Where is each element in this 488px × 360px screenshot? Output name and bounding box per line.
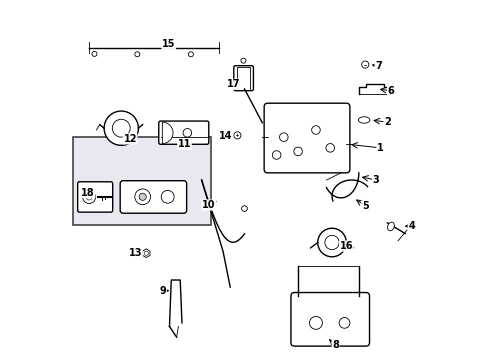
Circle shape	[144, 251, 148, 255]
FancyBboxPatch shape	[233, 66, 253, 91]
Ellipse shape	[387, 222, 393, 231]
Text: 6: 6	[387, 86, 393, 96]
Text: 16: 16	[339, 241, 352, 251]
Bar	[73, 137, 210, 225]
Circle shape	[86, 194, 92, 200]
Circle shape	[309, 316, 322, 329]
Wedge shape	[162, 122, 173, 144]
Text: 3: 3	[372, 175, 379, 185]
Text: 7: 7	[374, 61, 381, 71]
Circle shape	[317, 228, 346, 257]
Text: 5: 5	[361, 201, 368, 211]
FancyBboxPatch shape	[290, 293, 369, 346]
Text: 10: 10	[202, 200, 215, 210]
Circle shape	[183, 129, 191, 137]
Circle shape	[361, 61, 368, 68]
Text: 2: 2	[383, 117, 390, 127]
Ellipse shape	[358, 117, 369, 123]
Circle shape	[104, 111, 138, 145]
Text: 4: 4	[407, 221, 414, 231]
Circle shape	[233, 132, 241, 139]
Circle shape	[324, 235, 339, 249]
Text: 18: 18	[81, 188, 95, 198]
Text: 15: 15	[162, 39, 175, 49]
FancyBboxPatch shape	[120, 181, 186, 213]
Circle shape	[135, 52, 140, 57]
FancyBboxPatch shape	[264, 103, 349, 173]
Circle shape	[241, 206, 247, 211]
Circle shape	[139, 193, 146, 201]
Circle shape	[188, 52, 193, 57]
Circle shape	[92, 51, 97, 57]
Circle shape	[325, 144, 334, 152]
Text: 12: 12	[123, 134, 137, 144]
Circle shape	[82, 191, 95, 203]
Text: 1: 1	[376, 143, 383, 153]
Circle shape	[161, 190, 174, 203]
Circle shape	[112, 119, 130, 137]
Circle shape	[241, 58, 245, 63]
Circle shape	[311, 126, 320, 134]
Text: 17: 17	[226, 79, 240, 89]
Circle shape	[279, 133, 287, 141]
Text: 8: 8	[331, 340, 338, 350]
FancyBboxPatch shape	[78, 182, 112, 212]
Text: 11: 11	[177, 139, 191, 149]
Text: 14: 14	[219, 131, 232, 141]
Text: 13: 13	[128, 248, 142, 258]
FancyBboxPatch shape	[159, 121, 208, 144]
Text: 9: 9	[160, 286, 166, 296]
Circle shape	[293, 147, 302, 156]
Circle shape	[135, 189, 150, 204]
Circle shape	[272, 151, 281, 159]
Circle shape	[339, 318, 349, 328]
